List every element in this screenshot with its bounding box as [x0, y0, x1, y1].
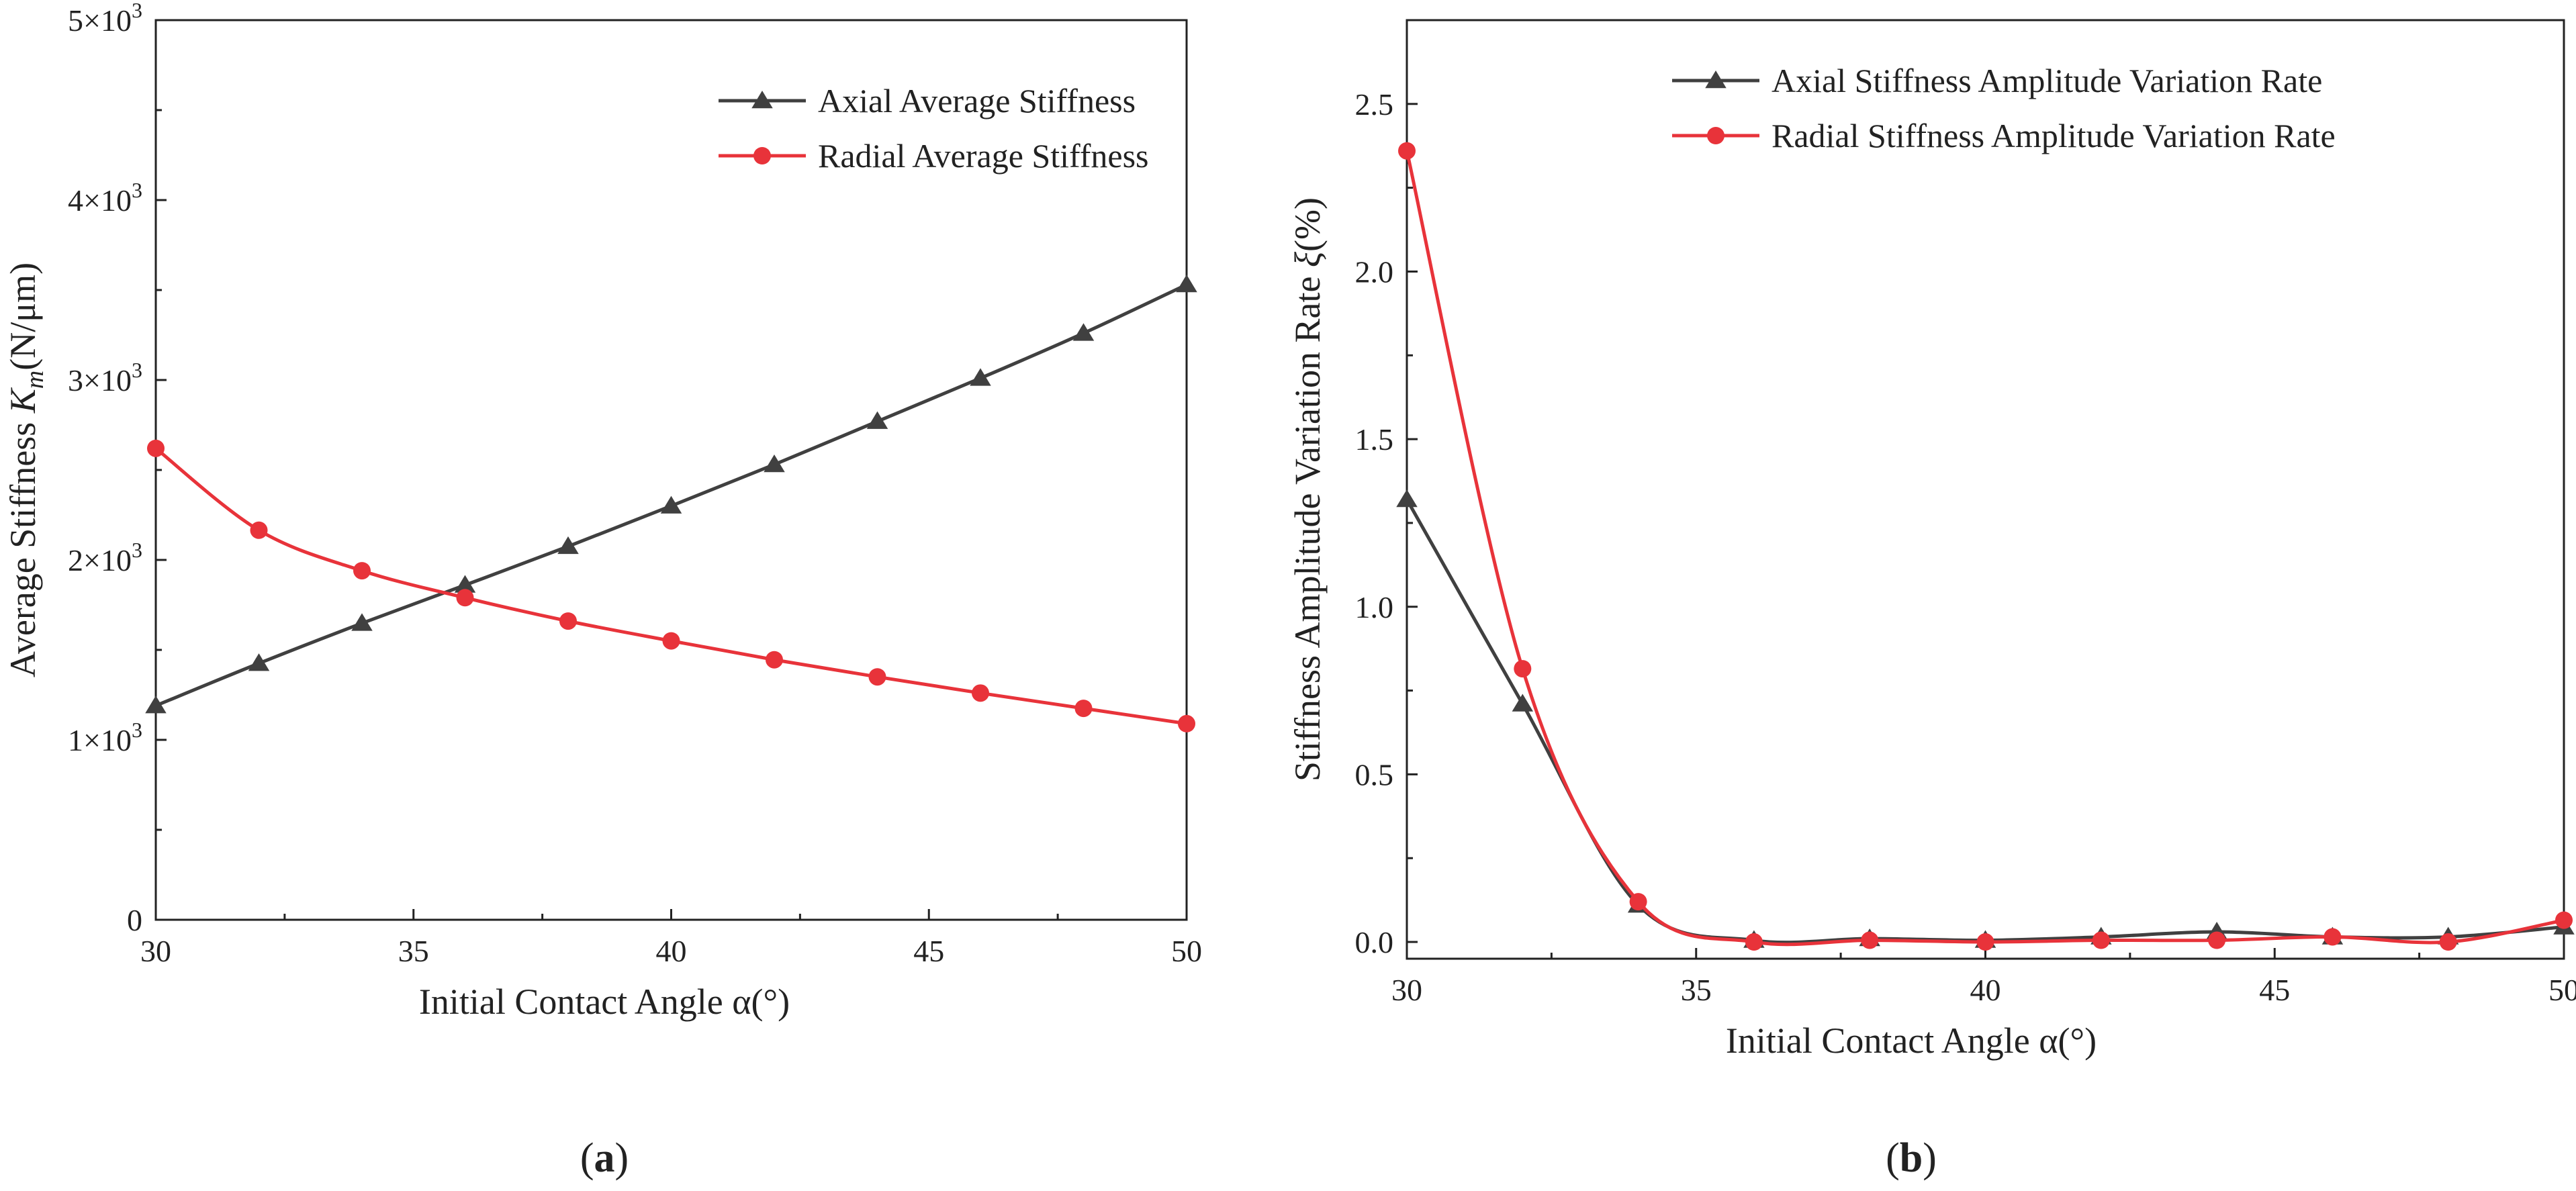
data-point	[1976, 933, 1994, 951]
data-point	[353, 562, 371, 580]
data-point	[1398, 142, 1416, 160]
panel-label: (a)	[580, 1135, 629, 1181]
x-tick-label: 50	[1171, 934, 1202, 968]
data-point	[248, 653, 270, 671]
data-point	[866, 411, 888, 429]
series-0	[145, 274, 1197, 714]
data-point	[662, 632, 680, 650]
y-tick-label: 1.5	[1355, 422, 1394, 457]
x-tick-label: 40	[656, 934, 687, 968]
x-tick-label: 30	[140, 934, 171, 968]
y-tick-label: 0.0	[1355, 925, 1394, 959]
data-point	[250, 521, 268, 539]
data-point	[660, 495, 682, 514]
y-tick-label: 1.0	[1355, 590, 1394, 624]
legend-marker	[751, 91, 773, 109]
legend-label: Axial Average Stiffness	[818, 82, 1136, 120]
legend-marker	[1705, 70, 1727, 89]
legend-label: Axial Stiffness Amplitude Variation Rate	[1772, 62, 2322, 99]
data-point	[147, 439, 165, 457]
data-point	[1745, 933, 1763, 951]
x-axis-title: Initial Contact Angle α(°)	[1726, 1020, 2097, 1061]
data-point	[1396, 489, 1418, 508]
y-tick-label: 3×103	[68, 358, 142, 397]
series-line	[1405, 150, 2565, 947]
y-tick-label: 1×103	[68, 718, 142, 757]
legend-marker	[1707, 127, 1724, 144]
data-point	[2439, 933, 2457, 951]
y-tick-label: 0	[127, 903, 142, 937]
data-point	[1861, 931, 1879, 949]
series-1	[147, 439, 1195, 732]
chart-b: 30 35 40 45 50 0.0 0.5 1.0 1.5 2.0 2.5 Initial Cont…	[1287, 19, 2576, 1181]
x-tick-label: 40	[1970, 973, 2001, 1007]
series-line	[1405, 498, 2565, 945]
chart-a: 30 35 40 45 50 0 1×103 2×103 3×103 4×103 5×103 Init…	[3, 0, 1202, 1181]
y-axis-title: Stiffness Amplitude Variation Rate ξ(%)	[1287, 197, 1328, 781]
legend-label: Radial Average Stiffness	[818, 137, 1148, 175]
data-point	[1072, 323, 1095, 341]
y-tick-label: 0.5	[1355, 757, 1394, 792]
legend-marker	[753, 147, 771, 164]
data-point	[557, 536, 579, 555]
x-tick-label: 35	[1681, 973, 1712, 1007]
x-tick-label: 50	[2548, 973, 2576, 1007]
data-point	[2092, 931, 2110, 949]
data-point	[351, 613, 373, 631]
data-point	[2555, 911, 2573, 929]
y-tick-label: 2×103	[68, 538, 142, 577]
x-tick-label: 35	[398, 934, 429, 968]
series-line	[154, 446, 1187, 726]
data-point	[559, 612, 577, 630]
data-point	[2208, 931, 2226, 949]
y-tick-label: 2.5	[1355, 87, 1394, 122]
data-point	[972, 684, 989, 702]
x-tick-label: 30	[1391, 973, 1422, 1007]
data-point	[454, 575, 476, 593]
x-tick-label: 45	[2259, 973, 2290, 1007]
y-tick-label: 4×103	[68, 178, 142, 218]
data-point	[145, 696, 167, 714]
legend-label: Radial Stiffness Amplitude Variation Rat…	[1772, 117, 2336, 154]
data-point	[766, 651, 783, 669]
data-point	[1074, 700, 1093, 718]
y-tick-label: 2.0	[1355, 254, 1394, 289]
panel-label: (b)	[1886, 1135, 1937, 1181]
data-point	[868, 668, 886, 686]
series-1	[1398, 142, 2573, 951]
series-0	[1396, 489, 2575, 948]
data-point	[1629, 893, 1647, 911]
data-point	[456, 589, 474, 607]
data-point	[1514, 660, 1532, 678]
x-tick-label: 45	[913, 934, 944, 968]
data-point	[1176, 274, 1197, 293]
data-point	[970, 368, 991, 386]
data-point	[2324, 928, 2342, 946]
x-axis-title: Initial Contact Angle α(°)	[419, 982, 790, 1022]
data-point	[1512, 694, 1534, 712]
data-point	[1178, 714, 1195, 732]
y-axis-title: Average Stiffness Km(N/μm)	[3, 263, 49, 677]
data-point	[764, 454, 785, 473]
y-tick-label: 5×103	[68, 0, 142, 38]
